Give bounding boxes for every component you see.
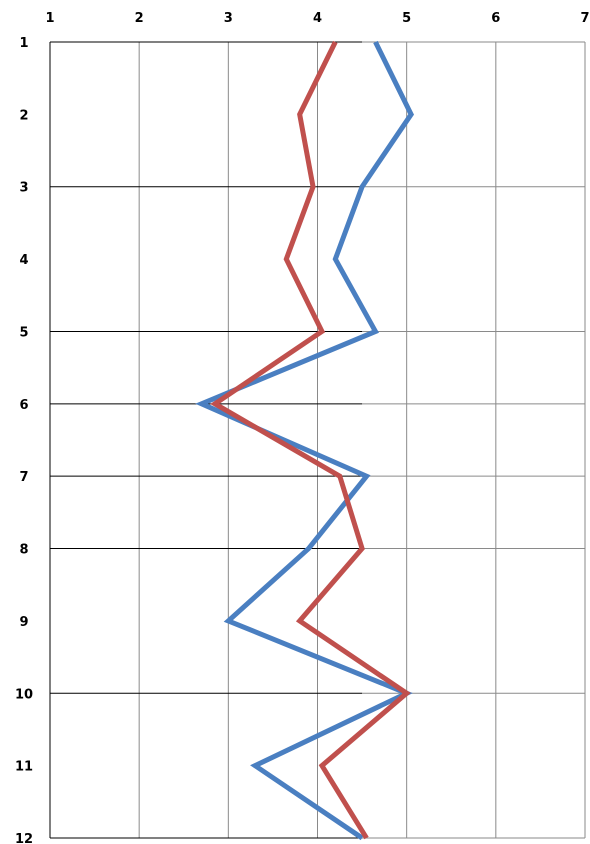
y-tick-label: 10	[15, 687, 33, 702]
y-tick-label: 4	[19, 253, 28, 268]
x-tick-label: 6	[491, 11, 500, 26]
y-tick-label: 6	[19, 398, 28, 413]
y-tick-label: 9	[19, 615, 28, 630]
series-lines	[195, 40, 415, 841]
x-tick-label: 5	[402, 11, 411, 26]
y-tick-label: 12	[15, 832, 33, 844]
x-tick-label: 3	[224, 11, 233, 26]
grid	[49, 41, 586, 839]
x-tick-label: 1	[45, 11, 54, 26]
y-tick-label: 8	[19, 543, 28, 558]
y-tick-label: 1	[19, 36, 28, 51]
y-tick-label: 7	[19, 470, 28, 485]
series-line-2	[210, 40, 411, 840]
y-tick-label: 11	[15, 760, 33, 775]
series-line-1	[195, 40, 415, 841]
y-tick-label: 3	[19, 181, 28, 196]
x-tick-label: 7	[580, 11, 589, 26]
x-tick-label: 4	[313, 11, 322, 26]
y-tick-label: 2	[19, 108, 28, 123]
y-tick-label: 5	[19, 325, 28, 340]
x-tick-label: 2	[135, 11, 144, 26]
